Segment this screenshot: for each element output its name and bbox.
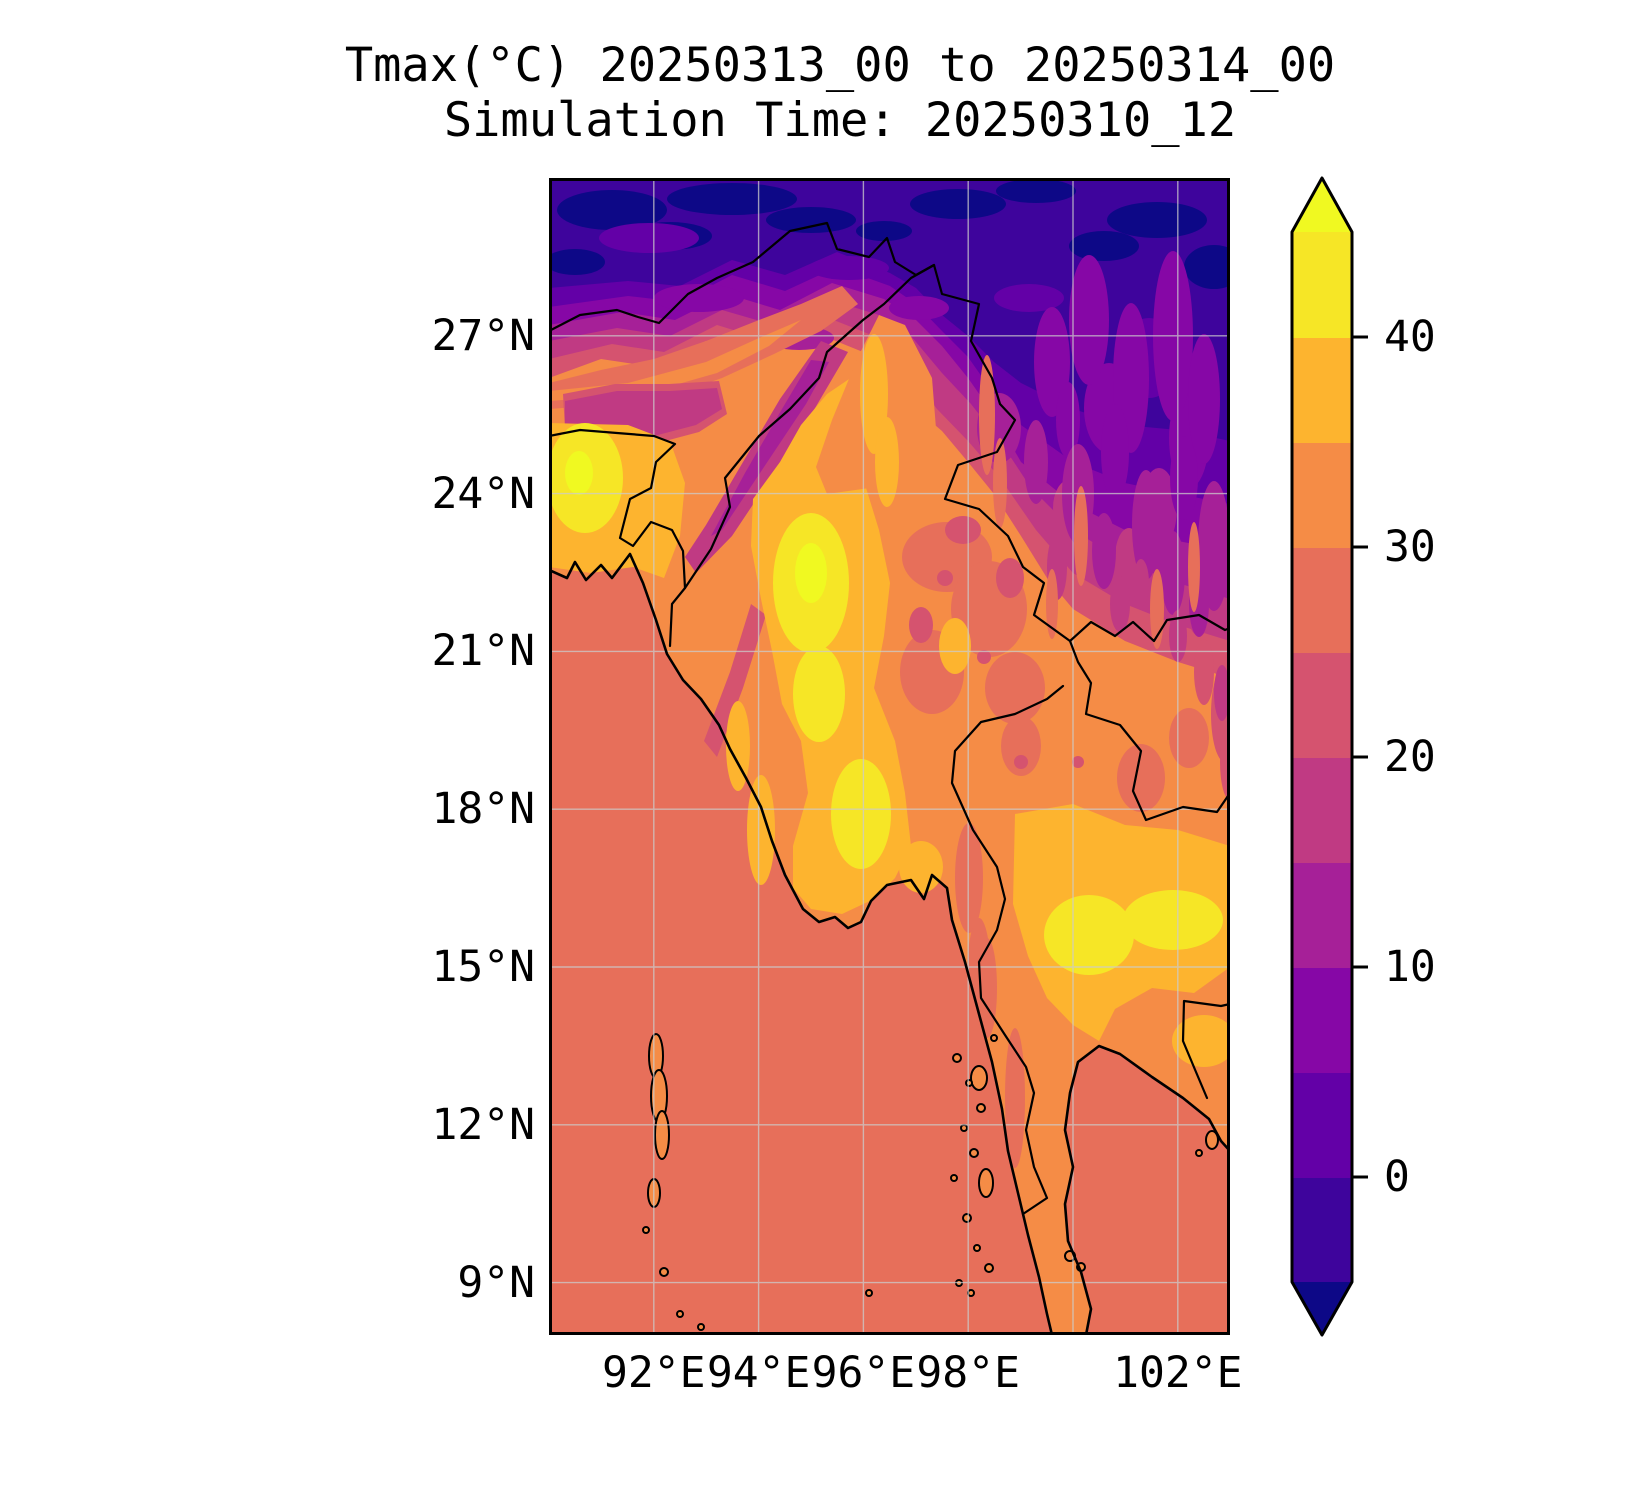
y-tick-label: 27°N	[431, 310, 535, 361]
x-tick-label: 92°E	[602, 1348, 706, 1398]
y-tick-label: 15°N	[431, 942, 535, 992]
temperature-field	[549, 178, 1230, 1335]
colorbar-segment	[1292, 232, 1352, 338]
colorbar-under-arrow	[1292, 1282, 1352, 1335]
colorbar-segment	[1292, 1177, 1352, 1283]
x-tick-label: 94°E	[706, 1348, 811, 1398]
x-tick-label: 102°E	[1113, 1348, 1243, 1398]
colorbar-tick-label: 0	[1384, 1152, 1410, 1202]
colorbar-segment	[1292, 862, 1352, 968]
map-plot	[549, 178, 1230, 1335]
colorbar-tick-label: 30	[1384, 522, 1436, 572]
colorbar-tick-label: 20	[1384, 732, 1436, 782]
x-tick-label: 98°E	[916, 1348, 1020, 1398]
colorbar-segment	[1292, 442, 1352, 548]
colorbar-segment	[1292, 652, 1352, 758]
islands	[642, 1033, 1219, 1331]
colorbar-segment	[1292, 967, 1352, 1073]
country-borders	[549, 221, 1230, 1216]
y-tick-label: 12°N	[431, 1099, 535, 1150]
title-line-2: Simulation Time: 20250310_12	[443, 93, 1237, 148]
y-tick-label: 9°N	[457, 1257, 535, 1308]
colorbar-segment	[1292, 757, 1352, 863]
colorbar-segment	[1292, 337, 1352, 443]
colorbar-tick-label: 10	[1384, 942, 1436, 992]
colorbar	[1290, 176, 1368, 1337]
y-tick-label: 24°N	[431, 468, 535, 519]
colorbar-tick-label: 40	[1384, 312, 1436, 362]
title-line-1: Tmax(°C) 20250313_00 to 20250314_00	[344, 38, 1336, 93]
coastlines	[549, 552, 1230, 1335]
y-tick-label: 21°N	[431, 626, 535, 677]
map-frame	[549, 178, 1230, 1335]
colorbar-segment	[1292, 1072, 1352, 1178]
colorbar-over-arrow	[1292, 178, 1352, 232]
x-tick-label: 96°E	[811, 1348, 916, 1398]
y-tick-label: 18°N	[431, 784, 535, 835]
colorbar-segment	[1292, 547, 1352, 653]
plot-title: Tmax(°C) 20250313_00 to 20250314_00 Simu…	[0, 38, 1650, 148]
graticule	[549, 178, 1230, 1335]
colorbar-outline	[1290, 176, 1354, 1337]
